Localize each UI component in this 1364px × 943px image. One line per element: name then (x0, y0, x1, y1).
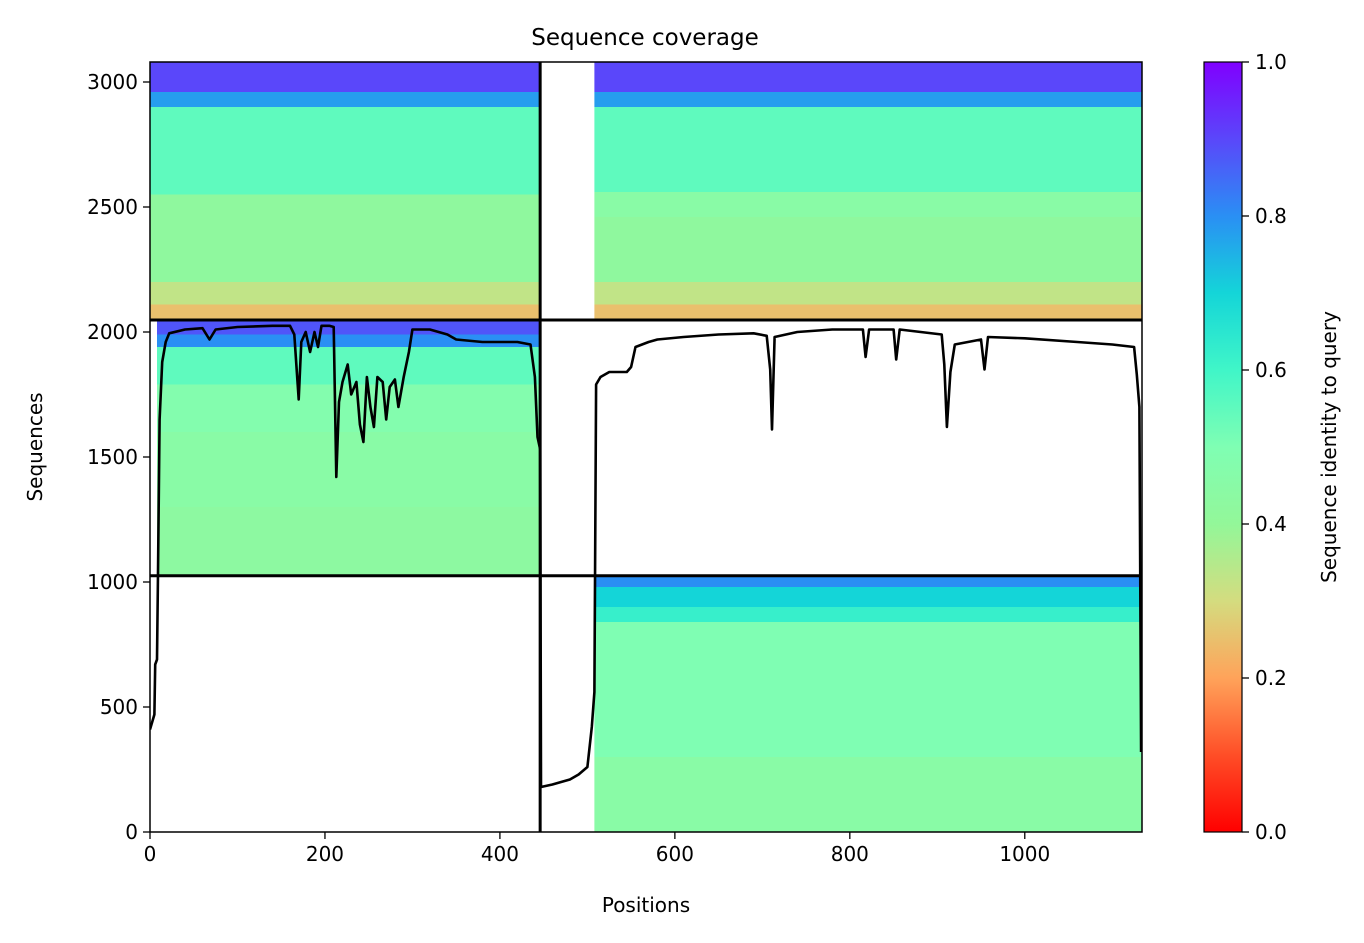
x-tick-label: 400 (481, 842, 519, 866)
y-tick-label: 3000 (87, 70, 138, 94)
y-axis-label: Sequences (23, 392, 47, 501)
colorbar-ticks: 0.0 0.2 0.4 0.6 0.8 1.0 (1242, 50, 1287, 844)
coverage-heatmap (150, 62, 1142, 832)
identity-band-3-1 (594, 622, 1142, 757)
identity-band-2-4 (156, 334, 541, 347)
x-tick-label: 800 (831, 842, 869, 866)
y-axis-ticks: 0 500 1000 1500 2000 2500 3000 (87, 70, 150, 844)
identity-band-2-5 (156, 320, 541, 335)
identity-band-0-0 (150, 304, 541, 320)
identity-band-3-3 (594, 587, 1142, 607)
identity-band-1-0 (594, 304, 1142, 320)
x-axis-label: Positions (602, 893, 690, 917)
y-tick-label: 1500 (87, 445, 138, 469)
colorbar-tick-label: 0.8 (1255, 204, 1287, 228)
identity-band-0-3 (150, 107, 541, 195)
colorbar (1203, 61, 1243, 833)
identity-band-0-5 (150, 62, 541, 92)
identity-band-1-1 (594, 282, 1142, 305)
identity-band-0-2 (150, 194, 541, 282)
identity-band-2-0 (156, 507, 541, 576)
y-tick-label: 1000 (87, 570, 138, 594)
y-tick-label: 2000 (87, 320, 138, 344)
identity-band-1-3 (594, 192, 1142, 217)
y-tick-label: 500 (100, 695, 138, 719)
x-axis-ticks: 0 200 400 600 800 1000 (144, 832, 1050, 866)
colorbar-tick-label: 0.2 (1255, 666, 1287, 690)
colorbar-tick-label: 0.0 (1255, 820, 1287, 844)
identity-band-3-0 (594, 757, 1142, 832)
plot-frame (149, 61, 1143, 833)
identity-band-3-4 (594, 575, 1142, 587)
identity-band-1-5 (594, 92, 1142, 107)
identity-band-2-1 (156, 432, 541, 507)
chart-title: Sequence coverage (531, 25, 759, 51)
x-tick-label: 600 (656, 842, 694, 866)
coverage-line-layer (150, 324, 1142, 789)
x-tick-label: 200 (306, 842, 344, 866)
colorbar-tick-label: 0.6 (1255, 358, 1287, 382)
colorbar-tick-label: 1.0 (1255, 50, 1287, 74)
x-tick-label: 1000 (999, 842, 1050, 866)
y-tick-label: 0 (125, 820, 138, 844)
x-tick-label: 0 (144, 842, 157, 866)
identity-band-0-1 (150, 282, 541, 305)
y-tick-label: 2500 (87, 195, 138, 219)
identity-band-1-2 (594, 217, 1142, 282)
coverage-line (150, 324, 1142, 789)
identity-band-2-2 (156, 384, 541, 432)
identity-band-1-6 (594, 62, 1142, 92)
colorbar-tick-label: 0.4 (1255, 512, 1287, 536)
identity-band-3-2 (594, 607, 1142, 622)
identity-band-0-4 (150, 92, 541, 107)
colorbar-label: Sequence identity to query (1317, 311, 1341, 583)
identity-band-1-4 (594, 107, 1142, 192)
